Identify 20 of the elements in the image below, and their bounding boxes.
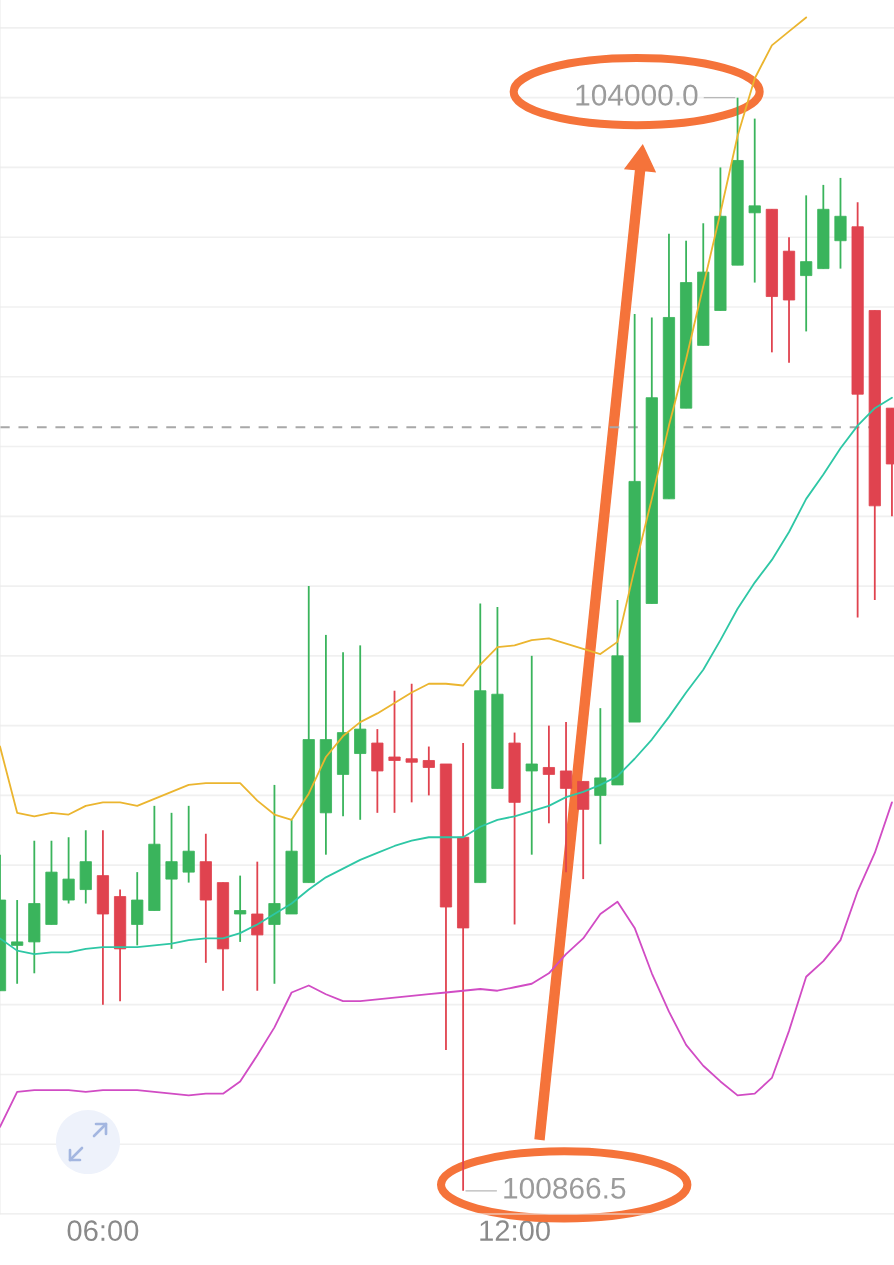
candlestick bbox=[542, 724, 555, 825]
annotation: 104000.0 bbox=[576, 84, 698, 106]
candlestick bbox=[405, 682, 418, 804]
x-tick-label: 12:00 bbox=[480, 1220, 550, 1241]
candlestick bbox=[748, 117, 761, 284]
candlestick bbox=[525, 654, 538, 856]
candlestick bbox=[422, 745, 435, 797]
candlestick bbox=[62, 836, 75, 905]
candlestick bbox=[388, 689, 401, 814]
candlestick bbox=[268, 784, 281, 985]
candlestick bbox=[182, 804, 195, 884]
candlestick bbox=[251, 860, 264, 992]
candlestick bbox=[234, 874, 247, 943]
candlestick bbox=[11, 899, 24, 985]
candlestick bbox=[559, 721, 573, 874]
annotation: 100866.5 bbox=[504, 1177, 626, 1199]
candlestick bbox=[165, 811, 178, 950]
candlestick bbox=[800, 194, 813, 333]
candlestick bbox=[594, 707, 607, 846]
x-tick-label: 06:00 bbox=[67, 1220, 139, 1241]
